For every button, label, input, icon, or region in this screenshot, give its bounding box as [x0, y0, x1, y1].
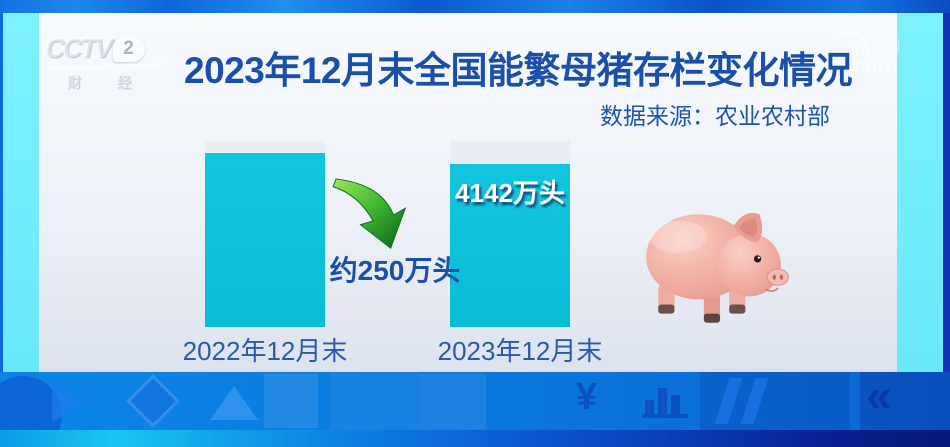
left-border-sliver: [0, 13, 3, 372]
decrease-arrow-icon: [332, 178, 407, 249]
yuan-icon: ¥: [576, 376, 598, 418]
bar-2023: 4142万头: [450, 141, 570, 327]
data-source-note: 数据来源：农业农村部: [600, 103, 830, 129]
bar-2022-body: [205, 153, 325, 327]
bottom-pattern-band: ¥ «: [0, 369, 950, 447]
chevrons-icon: «: [866, 369, 892, 421]
bar-2022: [205, 141, 325, 327]
bottom-gradient-strip: [0, 430, 950, 447]
square-shape: [860, 372, 950, 430]
bar-2023-cap: [450, 141, 570, 164]
right-border-sliver: [943, 13, 950, 372]
watermark-domain-text: .com: [846, 54, 898, 79]
page-title: 2023年12月末全国能繁母猪存栏变化情况: [184, 50, 852, 91]
watermark-site-text: 央视网: [854, 38, 902, 54]
pig-icon: [646, 212, 789, 323]
cctv-channel-name: 财 经: [67, 74, 147, 90]
bar-2022-cap: [205, 141, 325, 153]
category-label-2023: 2023年12月末: [437, 336, 603, 366]
play-triangle-icon: [52, 382, 88, 422]
bar-2023-value-label: 4142万头: [455, 178, 565, 208]
bar-2023-body: 4142万头: [450, 164, 570, 327]
triangle-icon: [210, 386, 258, 420]
decrease-amount-label: 约250万头: [329, 255, 461, 286]
watermark-circle-icon: [830, 30, 870, 70]
cctv-channel-number-badge: 2: [112, 35, 145, 62]
top-border-strip: [0, 0, 950, 13]
cctv-logo-swoosh: [44, 62, 164, 72]
category-label-2022: 2022年12月末: [182, 336, 348, 366]
square-shape: [264, 374, 318, 428]
cctv-site-watermark: 央视网 .com: [824, 28, 910, 92]
cctv2-channel-logo: CCTV 2 财 经: [44, 33, 175, 91]
left-cyan-rail: [3, 13, 39, 372]
diamond-icon: [126, 374, 180, 428]
right-cyan-rail: [897, 13, 943, 372]
band-light-segment: [330, 372, 420, 430]
cctv-brand-text: CCTV: [45, 33, 112, 63]
bar-chart-icon: [642, 384, 688, 418]
square-shape: [420, 374, 486, 430]
